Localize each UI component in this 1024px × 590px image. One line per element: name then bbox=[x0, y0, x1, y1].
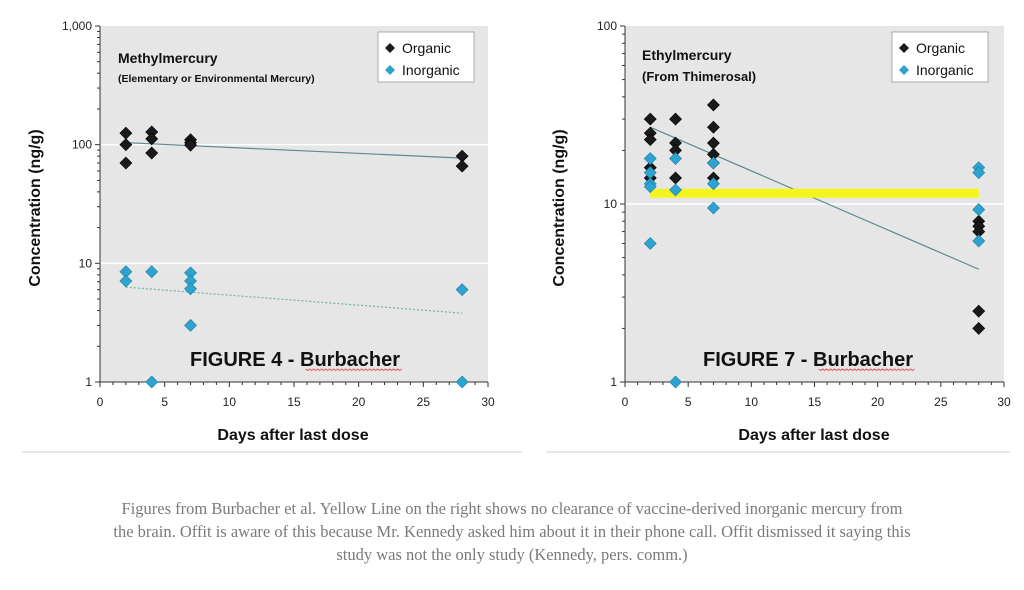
x-tick-label: 20 bbox=[352, 395, 366, 409]
chart-title: Ethylmercury bbox=[642, 47, 732, 63]
x-axis-label: Days after last dose bbox=[217, 427, 368, 444]
data-point-inorganic bbox=[669, 375, 682, 389]
data-point-organic bbox=[707, 120, 720, 134]
trend-line-organic bbox=[650, 126, 979, 270]
data-point-inorganic bbox=[643, 180, 657, 194]
x-tick-label: 25 bbox=[934, 395, 948, 409]
data-point-organic bbox=[145, 146, 159, 160]
data-point-organic bbox=[119, 138, 133, 152]
figure-label: FIGURE 4 - Burbacher bbox=[190, 349, 400, 371]
data-point-inorganic bbox=[455, 375, 469, 389]
x-tick-label: 30 bbox=[997, 395, 1011, 409]
data-point-inorganic bbox=[145, 375, 159, 389]
chart-title: Methylmercury bbox=[118, 50, 218, 66]
legend-box bbox=[377, 31, 475, 83]
legend-label: Inorganic bbox=[402, 62, 460, 78]
data-point-organic bbox=[184, 138, 197, 152]
legend-box bbox=[891, 31, 989, 83]
legend-label: Inorganic bbox=[916, 62, 974, 78]
x-tick-label: 25 bbox=[417, 395, 431, 409]
caption-line: the brain. Offit is aware of this becaus… bbox=[113, 522, 911, 541]
data-point-organic bbox=[455, 159, 469, 173]
data-point-inorganic bbox=[669, 152, 682, 165]
x-tick-label: 30 bbox=[481, 395, 495, 409]
trend-line-inorganic bbox=[125, 286, 463, 314]
data-point-organic bbox=[643, 133, 657, 147]
x-tick-label: 5 bbox=[161, 395, 168, 409]
data-point-inorganic bbox=[972, 234, 986, 248]
data-point-inorganic bbox=[145, 265, 159, 279]
data-point-organic bbox=[972, 304, 986, 318]
x-tick-label: 0 bbox=[622, 395, 629, 409]
data-point-organic bbox=[669, 112, 682, 126]
y-axis-label: Concentration (ng/g) bbox=[551, 129, 568, 286]
data-point-inorganic bbox=[184, 318, 197, 332]
data-point-inorganic bbox=[707, 177, 720, 191]
data-point-inorganic bbox=[707, 156, 720, 170]
x-tick-label: 0 bbox=[97, 395, 104, 409]
data-point-organic bbox=[972, 321, 986, 335]
y-axis-label: Concentration (ng/g) bbox=[27, 129, 44, 286]
x-tick-label: 15 bbox=[287, 395, 301, 409]
caption-line: study was not the only study (Kennedy, p… bbox=[336, 545, 688, 564]
data-point-organic bbox=[119, 156, 133, 170]
data-point-organic bbox=[643, 112, 657, 126]
y-tick-label: 10 bbox=[79, 256, 93, 270]
data-point-inorganic bbox=[707, 201, 720, 215]
chart-2: 1 10 100 0 5 10 15 20 25 30 Days after last dose Co… bbox=[546, 19, 1011, 453]
plot-area bbox=[100, 26, 488, 382]
legend-label: Organic bbox=[402, 40, 451, 56]
x-tick-label: 15 bbox=[808, 395, 822, 409]
spellcheck-underline bbox=[818, 368, 915, 372]
spellcheck-underline bbox=[305, 368, 402, 372]
legend-marker-inorganic bbox=[899, 65, 909, 75]
data-point-organic bbox=[707, 98, 720, 112]
y-tick-label: 1 bbox=[610, 375, 617, 389]
data-point-inorganic bbox=[643, 152, 657, 165]
y-tick-label: 1 bbox=[85, 375, 92, 389]
caption-line: Figures from Burbacher et al. Yellow Lin… bbox=[121, 499, 903, 518]
legend-label: Organic bbox=[916, 40, 965, 56]
data-point-organic bbox=[145, 132, 159, 146]
figure-caption: Figures from Burbacher et al. Yellow Lin… bbox=[0, 497, 1024, 566]
data-point-inorganic bbox=[455, 283, 469, 297]
trend-line-organic bbox=[125, 142, 463, 159]
y-tick-label: 100 bbox=[597, 19, 617, 33]
chart-1: 1 10 100 1,000 0 5 10 15 20 25 30 Days after last d… bbox=[22, 19, 522, 453]
data-point-inorganic bbox=[184, 282, 197, 296]
y-tick-label: 100 bbox=[72, 138, 92, 152]
legend-marker-organic bbox=[899, 43, 909, 53]
y-tick-label: 10 bbox=[604, 197, 618, 211]
data-point-inorganic bbox=[119, 274, 133, 288]
data-point-inorganic bbox=[972, 166, 986, 180]
legend-marker-organic bbox=[385, 43, 395, 53]
x-tick-label: 20 bbox=[871, 395, 885, 409]
x-axis-label: Days after last dose bbox=[738, 427, 889, 444]
x-tick-label: 10 bbox=[745, 395, 759, 409]
x-tick-label: 10 bbox=[223, 395, 237, 409]
chart-subtitle: (Elementary or Environmental Mercury) bbox=[118, 73, 315, 85]
x-tick-label: 5 bbox=[685, 395, 692, 409]
chart-subtitle: (From Thimerosal) bbox=[642, 69, 756, 84]
y-tick-label: 1,000 bbox=[62, 19, 92, 33]
legend-marker-inorganic bbox=[385, 65, 395, 75]
figure-label: FIGURE 7 - Burbacher bbox=[703, 349, 913, 371]
data-point-inorganic bbox=[669, 183, 682, 197]
data-point-inorganic bbox=[972, 203, 986, 217]
data-point-inorganic bbox=[643, 237, 657, 250]
